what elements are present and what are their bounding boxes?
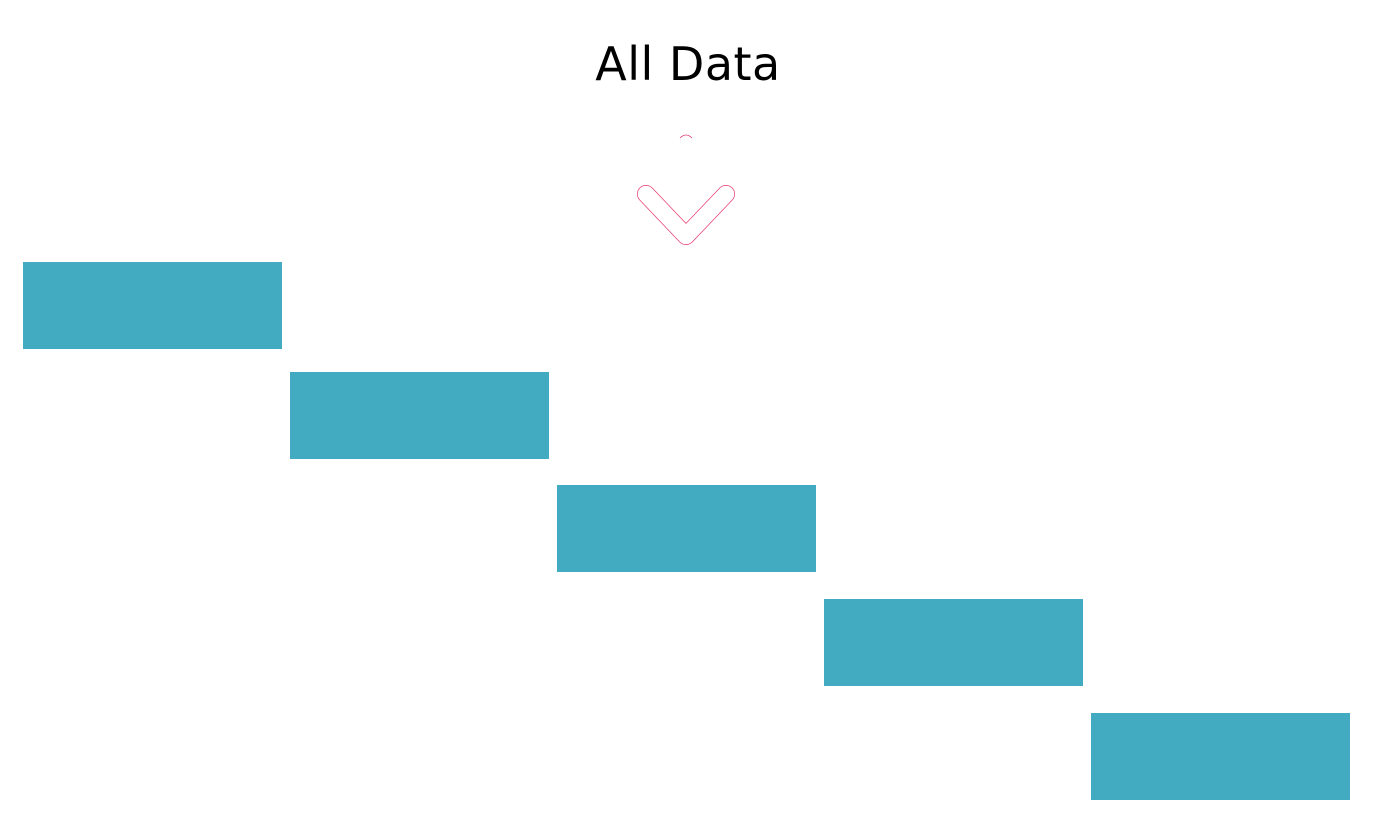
step-block-5	[1091, 713, 1350, 800]
step-block-1	[23, 262, 282, 349]
step-block-4	[824, 599, 1083, 686]
step-block-2	[290, 372, 549, 459]
diagram-title: All Data	[595, 37, 781, 91]
chevron-down-icon	[637, 134, 735, 245]
step-block-3	[557, 485, 816, 572]
